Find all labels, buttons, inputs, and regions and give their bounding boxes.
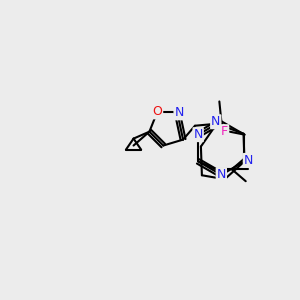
Text: N: N bbox=[194, 128, 203, 141]
Text: N: N bbox=[244, 154, 253, 167]
Text: O: O bbox=[152, 105, 162, 119]
Text: N: N bbox=[217, 168, 226, 181]
Text: F: F bbox=[221, 125, 228, 138]
Text: N: N bbox=[174, 106, 184, 119]
Text: N: N bbox=[211, 115, 220, 128]
